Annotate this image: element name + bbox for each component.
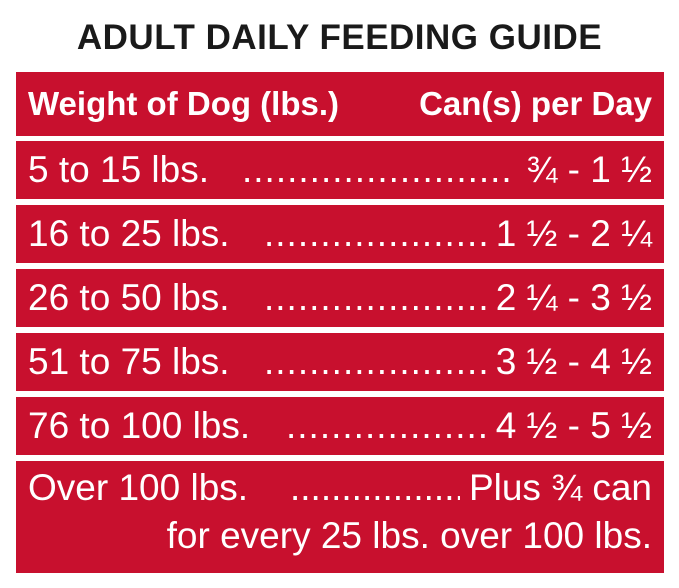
dot-leader: ........................................ <box>290 467 460 508</box>
row-weight: 26 to 50 lbs. <box>28 277 230 318</box>
row-weight: 51 to 75 lbs. <box>28 341 230 382</box>
dot-leader: ........................................ <box>264 341 486 382</box>
table-row: 5 to 15 lbs. ...........................… <box>16 141 664 199</box>
table-row: 16 to 25 lbs. ..........................… <box>16 205 664 263</box>
row-weight: 5 to 15 lbs. <box>28 149 210 190</box>
row-cans: 3 ½ - 4 ½ <box>495 341 652 382</box>
row-cans: Plus ¾ can <box>468 467 652 508</box>
table-row: 51 to 75 lbs. ..........................… <box>16 333 664 391</box>
table-row: 76 to 100 lbs. .........................… <box>16 397 664 455</box>
row-cans: 1 ½ - 2 ¼ <box>495 213 652 254</box>
row-note: for every 25 lbs. over 100 lbs. <box>166 515 652 556</box>
row-weight: 16 to 25 lbs. <box>28 213 230 254</box>
row-cans: 4 ½ - 5 ½ <box>495 405 652 446</box>
table-row-last: Over 100 lbs. ..........................… <box>16 461 664 573</box>
table-header-row: Weight of Dog (lbs.) Can(s) per Day <box>16 72 664 136</box>
dot-leader: ........................................ <box>242 149 512 190</box>
row-cans: ¾ - 1 ½ <box>526 149 652 190</box>
table-row: 26 to 50 lbs. ..........................… <box>16 269 664 327</box>
row-weight: 76 to 100 lbs. <box>28 405 251 446</box>
dot-leader: ........................................ <box>286 405 486 446</box>
page-title: ADULT DAILY FEEDING GUIDE <box>76 18 603 57</box>
dot-leader: ........................................ <box>264 277 486 318</box>
header-cans: Can(s) per Day <box>419 85 652 122</box>
header-weight: Weight of Dog (lbs.) <box>28 85 340 122</box>
row-cans: 2 ¼ - 3 ½ <box>495 277 652 318</box>
dot-leader: ........................................ <box>264 213 486 254</box>
row-weight: Over 100 lbs. <box>28 467 249 508</box>
